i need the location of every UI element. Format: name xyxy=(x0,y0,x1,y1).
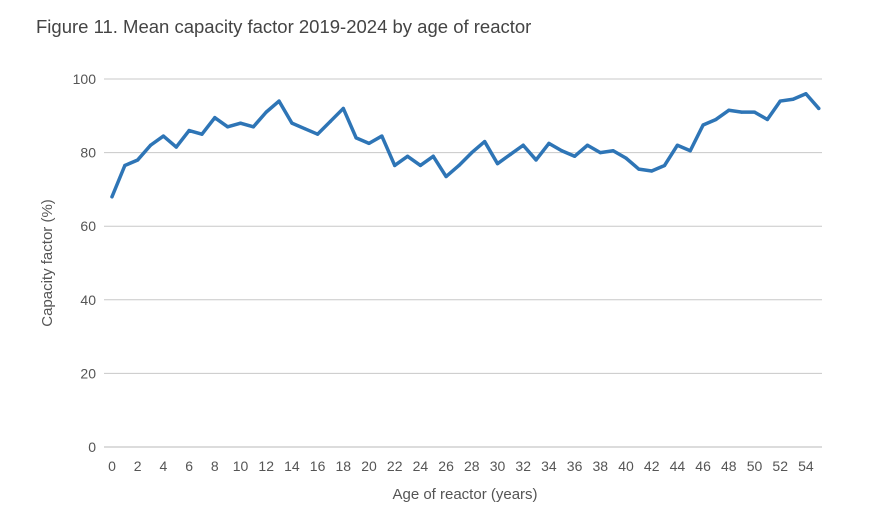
data-point xyxy=(393,163,397,168)
data-point xyxy=(277,99,281,103)
data-point xyxy=(714,117,718,122)
data-point xyxy=(341,106,345,111)
x-axis-label: Age of reactor (years) xyxy=(392,486,537,503)
y-tick-label: 20 xyxy=(80,365,96,381)
x-tick-label: 42 xyxy=(644,458,660,474)
x-tick-label: 52 xyxy=(772,458,788,474)
data-point xyxy=(611,149,615,153)
data-point xyxy=(303,127,307,131)
x-tick-label: 32 xyxy=(515,458,531,474)
x-tick-label: 18 xyxy=(336,458,352,474)
data-point xyxy=(547,141,551,145)
data-point xyxy=(573,154,577,158)
data-point xyxy=(585,143,590,147)
x-tick-label: 34 xyxy=(541,458,557,474)
data-point xyxy=(367,141,371,145)
data-point xyxy=(418,163,422,168)
x-tick-label: 44 xyxy=(670,458,686,474)
data-point xyxy=(470,151,474,155)
data-point xyxy=(560,149,564,153)
x-tick-label: 20 xyxy=(361,458,377,474)
data-point xyxy=(148,143,153,147)
capacity-factor-line xyxy=(110,91,821,199)
data-point xyxy=(264,110,268,114)
data-point xyxy=(752,110,757,114)
data-point xyxy=(380,134,384,138)
data-points xyxy=(110,92,821,199)
x-tick-label: 16 xyxy=(310,458,326,474)
x-tick-label: 30 xyxy=(490,458,506,474)
data-point xyxy=(200,132,204,136)
y-tick-label: 100 xyxy=(73,71,97,87)
y-tick-label: 60 xyxy=(80,218,96,234)
data-point xyxy=(624,156,628,160)
data-point xyxy=(136,158,140,162)
data-point xyxy=(110,195,114,199)
y-axis-label: Capacity factor (%) xyxy=(39,199,56,327)
data-point xyxy=(483,139,487,144)
x-axis-ticks: 0 2 4 6 8 10 12 14 16 18 20 22 24 26 28 30 32 34 36 38 40 42 4… xyxy=(108,458,814,474)
data-point xyxy=(328,119,333,123)
data-point xyxy=(444,174,448,179)
y-axis-ticks: 0 20 40 60 80 100 xyxy=(73,71,97,455)
y-tick-label: 80 xyxy=(80,145,96,161)
x-tick-label: 54 xyxy=(798,458,814,474)
x-tick-label: 38 xyxy=(593,458,609,474)
data-point xyxy=(161,134,165,138)
y-tick-label: 40 xyxy=(80,292,96,308)
data-point xyxy=(290,121,294,125)
data-point xyxy=(226,125,230,129)
x-tick-label: 2 xyxy=(134,458,142,474)
data-point xyxy=(817,106,821,111)
data-point xyxy=(650,169,654,173)
data-point xyxy=(534,158,538,162)
data-point xyxy=(598,151,602,155)
data-point xyxy=(457,163,461,168)
x-tick-label: 14 xyxy=(284,458,300,474)
x-tick-label: 26 xyxy=(438,458,454,474)
data-point xyxy=(174,145,178,149)
data-point xyxy=(238,121,243,125)
y-tick-label: 0 xyxy=(88,439,96,455)
data-point xyxy=(213,116,217,120)
data-point xyxy=(791,97,795,101)
data-point xyxy=(316,132,320,136)
data-point xyxy=(508,152,512,157)
x-tick-label: 24 xyxy=(413,458,429,474)
data-point xyxy=(123,163,127,168)
data-point xyxy=(637,167,641,171)
data-point xyxy=(765,117,769,122)
x-tick-label: 36 xyxy=(567,458,583,474)
x-tick-label: 10 xyxy=(233,458,249,474)
data-point xyxy=(688,149,692,153)
x-tick-label: 48 xyxy=(721,458,737,474)
gridlines xyxy=(104,78,822,448)
x-tick-label: 4 xyxy=(160,458,168,474)
data-point xyxy=(804,92,808,96)
chart-title: Figure 11. Mean capacity factor 2019-202… xyxy=(36,16,532,37)
data-point xyxy=(675,143,680,147)
data-point xyxy=(354,136,358,140)
x-tick-label: 40 xyxy=(618,458,634,474)
data-point xyxy=(521,143,525,147)
x-tick-label: 6 xyxy=(185,458,193,474)
x-tick-label: 28 xyxy=(464,458,480,474)
data-point xyxy=(495,162,500,166)
x-tick-label: 8 xyxy=(211,458,219,474)
x-tick-label: 12 xyxy=(258,458,274,474)
data-point xyxy=(405,154,410,158)
data-point xyxy=(727,108,731,112)
x-tick-label: 50 xyxy=(747,458,763,474)
x-tick-label: 46 xyxy=(695,458,711,474)
data-point xyxy=(187,128,191,133)
x-tick-label: 22 xyxy=(387,458,403,474)
data-point xyxy=(662,163,667,168)
data-point xyxy=(778,99,782,103)
data-point xyxy=(701,123,705,127)
data-point xyxy=(251,125,255,129)
data-point xyxy=(740,110,744,114)
x-tick-label: 0 xyxy=(108,458,116,474)
data-point xyxy=(431,154,435,158)
